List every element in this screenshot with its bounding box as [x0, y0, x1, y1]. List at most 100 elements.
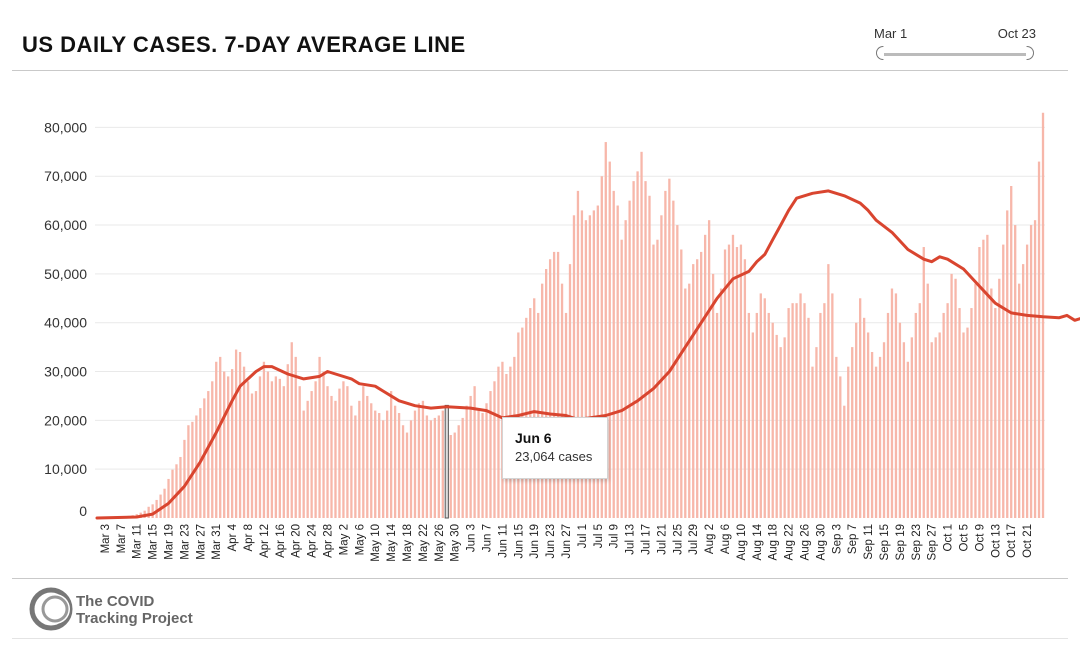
- x-tick-label: Jun 3: [466, 524, 478, 552]
- data-bar: [866, 332, 870, 518]
- data-bar: [397, 413, 401, 518]
- data-bar: [926, 283, 929, 518]
- data-bar: [851, 347, 854, 518]
- data-bar: [922, 247, 925, 518]
- data-bar: [1025, 244, 1029, 518]
- data-bar: [711, 273, 715, 518]
- x-tick-label: Jun 27: [561, 524, 573, 559]
- tooltip-value: 23,064 cases: [515, 449, 593, 464]
- data-bar: [938, 332, 941, 518]
- x-tick-label: Jun 15: [513, 524, 525, 559]
- data-bar: [855, 322, 858, 518]
- x-tick-label: May 6: [354, 524, 366, 555]
- data-bar: [382, 420, 385, 518]
- data-bar: [417, 403, 421, 518]
- data-bar: [266, 371, 270, 518]
- x-tick-label: Aug 22: [784, 524, 796, 560]
- data-bar: [242, 366, 246, 518]
- data-bar: [771, 322, 774, 518]
- data-bar: [294, 356, 297, 518]
- data-bar: [767, 312, 770, 518]
- data-bar: [894, 293, 898, 518]
- x-tick-label: Aug 26: [800, 524, 812, 560]
- data-bar: [986, 234, 989, 518]
- data-bar: [453, 432, 456, 518]
- data-bar: [847, 366, 850, 518]
- y-tick-label: 0: [79, 503, 87, 519]
- x-tick-label: Mar 27: [195, 524, 207, 560]
- data-bar: [314, 381, 317, 518]
- data-bar: [795, 303, 798, 518]
- data-bar: [544, 269, 548, 518]
- data-bar: [715, 312, 719, 518]
- data-bar: [258, 376, 262, 518]
- data-bar: [672, 200, 675, 518]
- data-bar: [918, 303, 921, 518]
- x-tick-label: Sep 15: [879, 524, 891, 560]
- y-tick-label: 20,000: [44, 412, 87, 428]
- range-start-label: Mar 1: [874, 26, 908, 41]
- data-bar: [680, 249, 683, 518]
- data-bar: [759, 293, 762, 518]
- data-bar: [493, 381, 496, 518]
- logo-wordmark[interactable]: The COVID Tracking Project: [76, 593, 193, 627]
- x-tick-label: May 30: [450, 524, 462, 562]
- data-bar: [739, 244, 743, 518]
- data-bar: [250, 393, 254, 518]
- data-bar: [843, 405, 846, 518]
- data-bar: [338, 388, 341, 518]
- data-bar: [962, 332, 965, 518]
- data-bar: [393, 405, 397, 518]
- data-bar: [366, 395, 369, 518]
- data-bar: [147, 506, 150, 518]
- x-tick-label: Oct 9: [974, 524, 986, 551]
- x-tick-label: Aug 18: [768, 524, 780, 560]
- data-bar: [978, 247, 981, 518]
- data-bar: [616, 205, 619, 518]
- data-bar: [179, 456, 182, 518]
- data-bar: [238, 352, 242, 518]
- data-bar: [743, 259, 747, 518]
- data-bar: [401, 425, 405, 518]
- data-bar: [1037, 161, 1041, 518]
- data-bar: [183, 439, 186, 518]
- data-bar: [230, 369, 234, 518]
- data-bar: [389, 391, 393, 518]
- covid-tracking-logo-icon[interactable]: [28, 586, 74, 632]
- data-bar: [362, 386, 365, 518]
- data-bar: [632, 181, 635, 518]
- data-bar: [970, 308, 973, 518]
- data-bar: [763, 298, 766, 518]
- x-tick-label: May 18: [402, 524, 414, 562]
- date-range-slider[interactable]: Mar 1 Oct 23: [874, 26, 1036, 66]
- data-bar: [648, 195, 651, 518]
- x-tick-label: Jun 23: [545, 524, 557, 559]
- x-tick-label: Oct 17: [1006, 524, 1018, 558]
- data-bar: [354, 415, 357, 518]
- data-bar: [684, 288, 687, 518]
- x-tick-label: May 2: [338, 524, 350, 555]
- data-bar: [966, 327, 969, 518]
- data-bar: [612, 190, 615, 518]
- data-bar: [859, 298, 862, 518]
- data-bar: [807, 317, 810, 518]
- data-bar: [421, 400, 425, 518]
- data-bar: [664, 190, 667, 518]
- range-end-handle[interactable]: [1026, 46, 1034, 60]
- data-bar: [219, 356, 222, 518]
- data-bar: [994, 308, 997, 518]
- x-tick-label: Apr 4: [227, 523, 239, 551]
- average-line-layer: [95, 189, 1080, 520]
- data-bar: [246, 381, 250, 518]
- data-bar: [707, 220, 711, 519]
- x-tick-label: Jun 11: [497, 524, 509, 558]
- x-tick-label: Jul 21: [656, 524, 668, 555]
- data-bar: [823, 303, 826, 518]
- data-bar: [910, 337, 913, 518]
- range-start-handle[interactable]: [876, 46, 884, 60]
- cases-chart[interactable]: 0 10,000 20,000 30,000 40,000 50,000 60,000 70,…: [0, 80, 1080, 570]
- data-bar: [302, 410, 305, 518]
- x-tick-label: Aug 2: [704, 524, 716, 554]
- range-track[interactable]: [880, 53, 1030, 56]
- data-bar: [727, 244, 731, 518]
